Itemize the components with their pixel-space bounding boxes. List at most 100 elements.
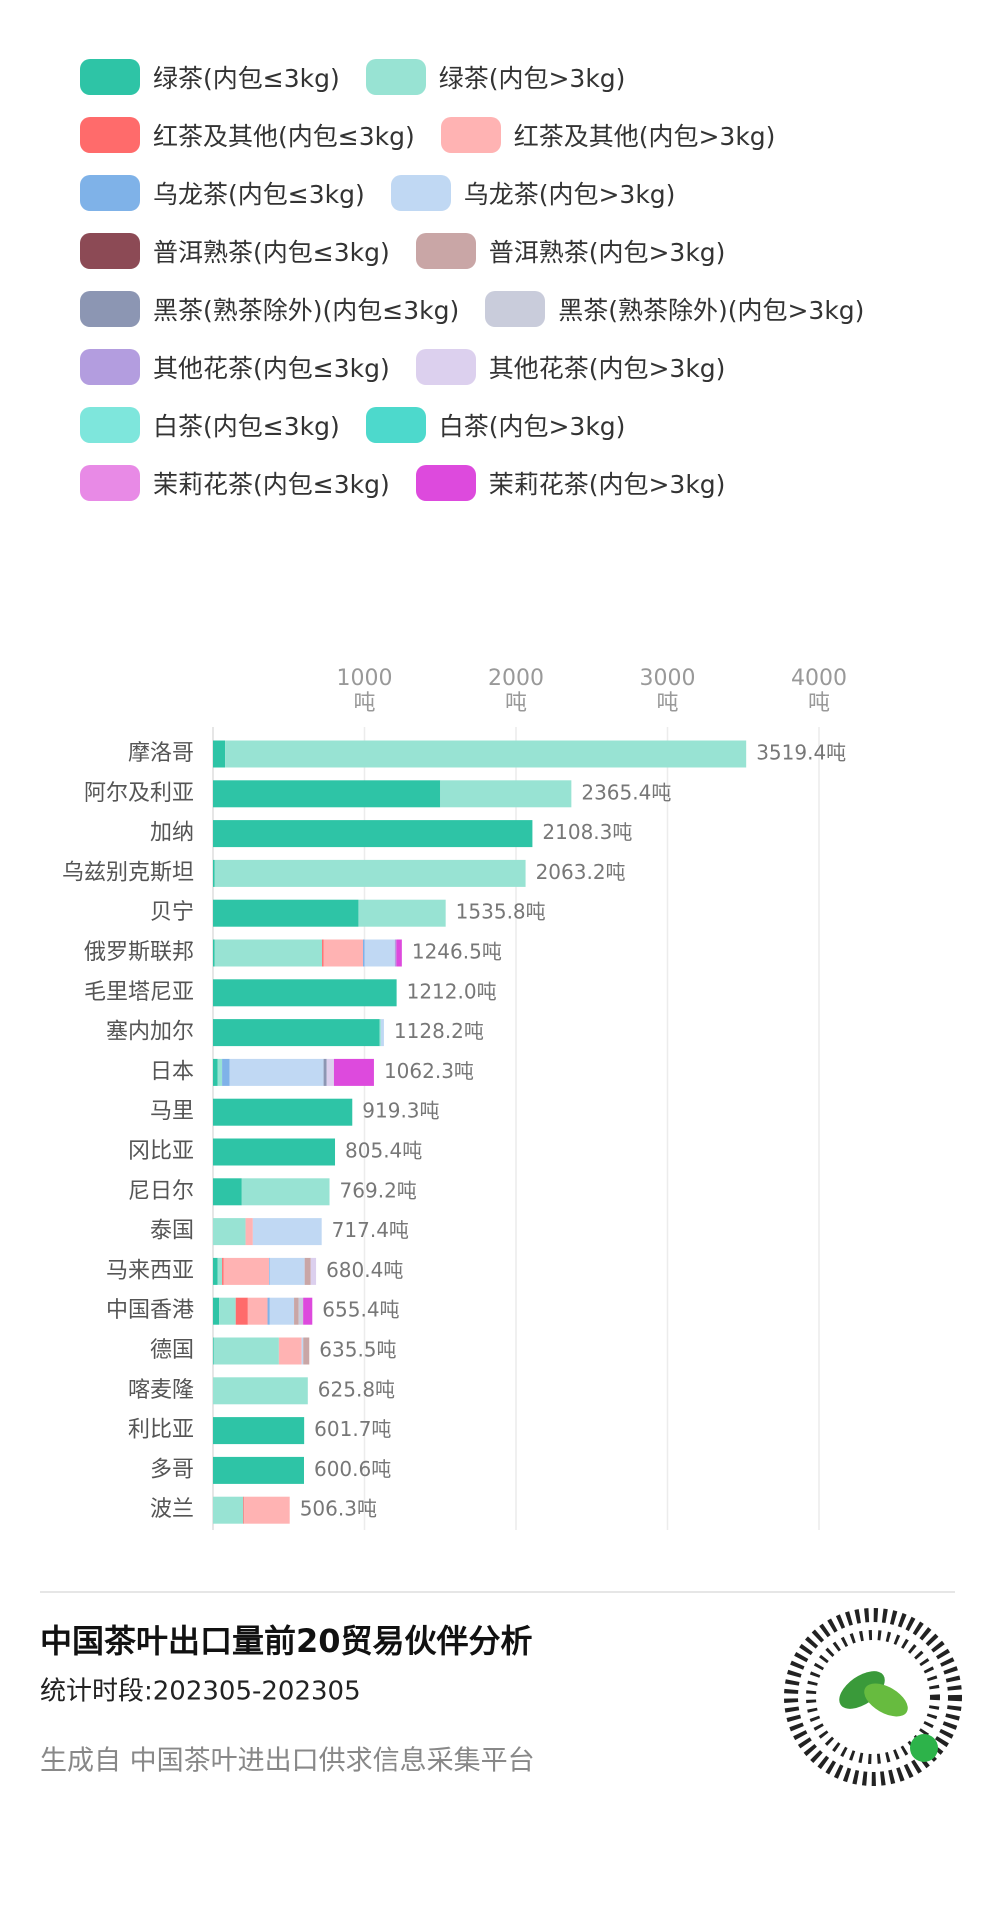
total-label: 2063.2吨	[536, 860, 626, 884]
legend-swatch	[415, 349, 476, 385]
legend-item: 乌龙茶(内包>3kg)	[390, 175, 675, 211]
bar-segment	[303, 1337, 310, 1365]
total-label: 1128.2吨	[394, 1019, 484, 1043]
bar-segment	[362, 939, 365, 967]
legend-swatch	[440, 117, 501, 153]
total-label: 1062.3吨	[384, 1059, 474, 1083]
total-label: 506.3吨	[300, 1497, 377, 1521]
bar-segment	[303, 1297, 313, 1325]
total-label: 635.5吨	[319, 1338, 396, 1362]
legend-label: 其他花茶(内包>3kg)	[488, 354, 726, 383]
legend-item: 其他花茶(内包≤3kg)	[80, 349, 390, 385]
total-label: 655.4吨	[322, 1298, 399, 1322]
bar-segment	[269, 1257, 305, 1285]
bar-segment	[222, 1058, 230, 1086]
legend-label: 乌龙茶(内包≤3kg)	[153, 180, 365, 209]
legend-item: 绿茶(内包≤3kg)	[80, 59, 340, 95]
x-tick-label: 4000 吨	[791, 666, 847, 716]
legend-label: 绿茶(内包≤3kg)	[153, 64, 340, 93]
bar-segment	[213, 1019, 380, 1047]
legend-row: 黑茶(熟茶除外)(内包≤3kg) 黑茶(熟茶除外)(内包>3kg)	[80, 280, 890, 338]
bar-segment	[252, 1218, 322, 1246]
legend-label: 其他花茶(内包≤3kg)	[153, 354, 390, 383]
bar-segment	[394, 939, 397, 967]
bar-segment	[219, 1297, 236, 1325]
legend-label: 黑茶(熟茶除外)(内包≤3kg)	[153, 296, 460, 325]
legend-swatch	[80, 175, 140, 211]
legend-label: 茉莉花茶(内包>3kg)	[488, 470, 726, 499]
legend-label: 普洱熟茶(内包>3kg)	[488, 238, 726, 267]
legend-swatch	[415, 465, 476, 501]
tick-line: 3000	[640, 666, 696, 691]
bar-segment	[440, 780, 572, 808]
bar-segment	[213, 1377, 308, 1405]
total-label: 601.7吨	[314, 1417, 391, 1441]
bar-segment	[294, 1297, 299, 1325]
bar-segment	[310, 1257, 317, 1285]
bar-segment	[225, 740, 747, 768]
bar-segment	[213, 1058, 218, 1086]
y-tick-label: 中国香港	[106, 1298, 194, 1323]
bar-segment	[304, 1257, 311, 1285]
total-label: 805.4吨	[345, 1139, 422, 1163]
bar-segment	[323, 939, 363, 967]
bar-segment	[213, 1138, 336, 1166]
legend-item: 白茶(内包>3kg)	[365, 407, 626, 443]
legend-label: 白茶(内包>3kg)	[438, 412, 626, 441]
bar-segment	[243, 1496, 245, 1524]
legend-swatch	[485, 291, 546, 327]
bar-segment	[223, 1257, 270, 1285]
total-label: 3519.4吨	[756, 741, 846, 765]
total-label: 625.8吨	[318, 1377, 395, 1401]
legend-item: 普洱熟茶(内包≤3kg)	[80, 233, 390, 269]
bar-segment	[213, 1178, 242, 1206]
total-label: 919.3吨	[362, 1099, 439, 1123]
legend-swatch	[80, 59, 140, 95]
bar-segment	[214, 939, 323, 967]
bar-segment	[222, 1257, 224, 1285]
total-label: 2365.4吨	[581, 780, 671, 804]
bar-segment	[213, 859, 215, 887]
qr-code	[784, 1608, 962, 1786]
bar-segment	[213, 1218, 246, 1246]
x-tick-label: 3000 吨	[640, 666, 696, 716]
legend-item: 白茶(内包≤3kg)	[80, 407, 340, 443]
bar-segment	[213, 820, 533, 848]
legend: 绿茶(内包≤3kg) 绿茶(内包>3kg) 红茶及其他(内包≤3kg) 红茶及其他(内…	[80, 48, 890, 512]
bar-segment	[213, 1337, 214, 1365]
y-tick-label: 马来西亚	[106, 1258, 194, 1283]
total-label: 769.2吨	[340, 1178, 417, 1202]
bar-segment	[298, 1297, 304, 1325]
bar-segment	[213, 979, 397, 1007]
total-label: 1212.0吨	[407, 979, 497, 1003]
legend-label: 黑茶(熟茶除外)(内包>3kg)	[558, 296, 865, 325]
legend-swatch	[80, 117, 140, 153]
legend-item: 其他花茶(内包>3kg)	[415, 349, 726, 385]
bar-segment	[380, 1019, 384, 1047]
bar-segment	[213, 1257, 218, 1285]
x-tick-label: 2000 吨	[488, 666, 544, 716]
tick-line: 1000	[337, 666, 393, 691]
y-tick-label: 毛里塔尼亚	[84, 980, 194, 1005]
bar-segment	[358, 899, 446, 927]
bar-segment	[213, 939, 215, 967]
legend-item: 黑茶(熟茶除外)(内包≤3kg)	[80, 291, 459, 327]
y-tick-label: 摩洛哥	[128, 741, 194, 766]
legend-row: 白茶(内包≤3kg) 白茶(内包>3kg)	[80, 396, 890, 454]
bar-segment	[235, 1297, 248, 1325]
bar-segment	[278, 1337, 302, 1365]
legend-label: 红茶及其他(内包≤3kg)	[153, 122, 415, 151]
bar-segment	[213, 1098, 353, 1126]
total-label: 2108.3吨	[542, 820, 632, 844]
bar-segment	[333, 1058, 374, 1086]
legend-item: 绿茶(内包>3kg)	[365, 59, 625, 95]
bar-segment	[229, 1058, 324, 1086]
y-tick-label: 波兰	[150, 1497, 194, 1522]
y-tick-label: 马里	[150, 1099, 194, 1124]
legend-item: 黑茶(熟茶除外)(内包>3kg)	[485, 291, 864, 327]
y-tick-label: 德国	[150, 1338, 194, 1363]
legend-label: 红茶及其他(内包>3kg)	[513, 122, 776, 151]
legend-item: 红茶及其他(内包≤3kg)	[80, 117, 415, 153]
legend-row: 茉莉花茶(内包≤3kg) 茉莉花茶(内包>3kg)	[80, 454, 890, 512]
legend-swatch	[415, 233, 476, 269]
